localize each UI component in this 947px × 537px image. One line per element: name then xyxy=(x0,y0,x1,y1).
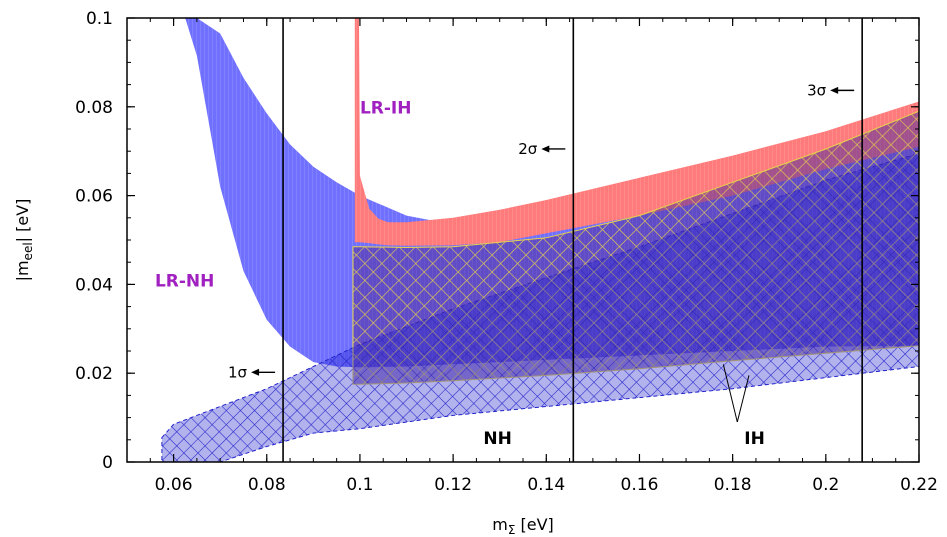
region-label-ih: IH xyxy=(744,429,765,449)
y-tick-label: 0.04 xyxy=(75,275,113,295)
x-tick-label: 0.22 xyxy=(900,475,938,495)
x-tick-label: 0.12 xyxy=(434,475,472,495)
region-label-lr-ih: LR-IH xyxy=(360,98,412,118)
region-label-lr-nh: LR-NH xyxy=(155,272,214,292)
x-axis-title: mΣ [eV] xyxy=(492,515,554,537)
sigma-arrowhead-2 xyxy=(541,145,549,152)
regions-layer xyxy=(162,18,919,462)
y-axis-title: |meel| [eV] xyxy=(13,199,35,282)
y-tick-label: 0 xyxy=(102,453,113,473)
sigma-arrowhead-1 xyxy=(251,369,259,376)
sigma-label-1: 1σ xyxy=(228,363,248,381)
region-label-nh: NH xyxy=(483,429,511,449)
x-tick-label: 0.2 xyxy=(812,475,839,495)
y-tick-label: 0.1 xyxy=(86,9,113,29)
y-tick-label: 0.06 xyxy=(75,187,113,207)
sigma-label-2: 2σ xyxy=(518,140,538,158)
y-tick-label: 0.02 xyxy=(75,364,113,384)
x-tick-label: 0.06 xyxy=(155,475,193,495)
sigma-label-3: 3σ xyxy=(807,81,827,99)
x-tick-label: 0.08 xyxy=(248,475,286,495)
x-tick-label: 0.16 xyxy=(621,475,659,495)
y-tick-label: 0.08 xyxy=(75,98,113,118)
x-tick-label: 0.18 xyxy=(714,475,752,495)
sigma-arrowhead-3 xyxy=(830,87,838,94)
x-tick-label: 0.1 xyxy=(346,475,373,495)
x-tick-label: 0.14 xyxy=(527,475,565,495)
